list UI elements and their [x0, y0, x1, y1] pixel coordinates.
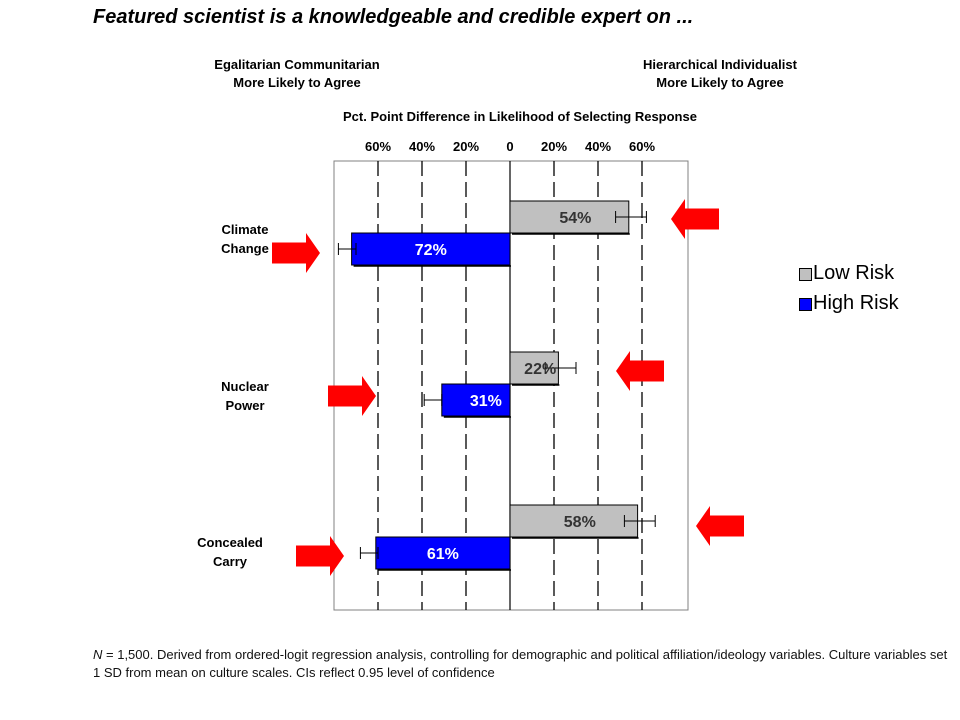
category-label-line1: Concealed	[197, 535, 263, 550]
category-label-line2: Power	[225, 398, 265, 413]
legend-label-high-risk: High Risk	[813, 292, 899, 314]
hierarchical-header-line1: Hierarchical Individualist	[643, 57, 797, 72]
x-tick-label: 60%	[365, 139, 391, 154]
data-label: 31%	[470, 393, 502, 410]
arrow-left-icon	[616, 351, 664, 391]
arrow-left-icon	[671, 199, 719, 239]
data-label: 61%	[427, 546, 459, 563]
arrow-left-icon	[696, 506, 744, 546]
legend-swatch-low-risk	[799, 268, 812, 281]
category-label-nuclear-power: Nuclear Power	[195, 377, 295, 415]
footnote: N = 1,500. Derived from ordered-logit re…	[93, 646, 953, 682]
x-tick-label: 40%	[409, 139, 435, 154]
data-label: 72%	[415, 242, 447, 259]
data-label: 58%	[564, 514, 596, 531]
data-label: 22%	[524, 361, 556, 378]
egalitarian-header-line1: Egalitarian Communitarian	[214, 57, 380, 72]
hierarchical-header-line2: More Likely to Agree	[656, 75, 784, 90]
arrow-right-icon	[328, 376, 376, 416]
arrow-right-icon	[272, 233, 320, 273]
x-tick-label: 20%	[453, 139, 479, 154]
legend-label-low-risk: Low Risk	[813, 262, 895, 284]
category-label-line2: Carry	[213, 554, 247, 569]
bar-low-risk	[509, 200, 630, 234]
egalitarian-header: Egalitarian Communitarian More Likely to…	[157, 56, 437, 92]
data-label: 54%	[559, 210, 591, 227]
footnote-n: N	[93, 647, 103, 662]
category-label-concealed-carry: Concealed Carry	[180, 533, 280, 571]
category-label-line1: Climate	[221, 222, 269, 237]
x-axis-title: Pct. Point Difference in Likelihood of S…	[343, 109, 697, 124]
footnote-text: = 1,500. Derived from ordered-logit regr…	[93, 647, 948, 680]
category-label-line2: Change	[221, 241, 269, 256]
bar-high-risk	[441, 383, 511, 417]
bar-high-risk	[375, 536, 511, 570]
x-tick-label: 60%	[629, 139, 655, 154]
x-tick-label: 20%	[541, 139, 567, 154]
chart-title: Featured scientist is a knowledgeable an…	[93, 6, 694, 28]
egalitarian-header-line2: More Likely to Agree	[233, 75, 361, 90]
category-label-line1: Nuclear	[221, 379, 269, 394]
legend-swatch-high-risk	[799, 298, 812, 311]
hierarchical-header: Hierarchical Individualist More Likely t…	[580, 56, 860, 92]
x-tick-label: 40%	[585, 139, 611, 154]
arrow-right-icon	[296, 536, 344, 576]
x-tick-label: 0	[506, 139, 513, 154]
bar-low-risk	[509, 504, 639, 538]
category-label-climate-change: Climate Change	[195, 220, 295, 258]
